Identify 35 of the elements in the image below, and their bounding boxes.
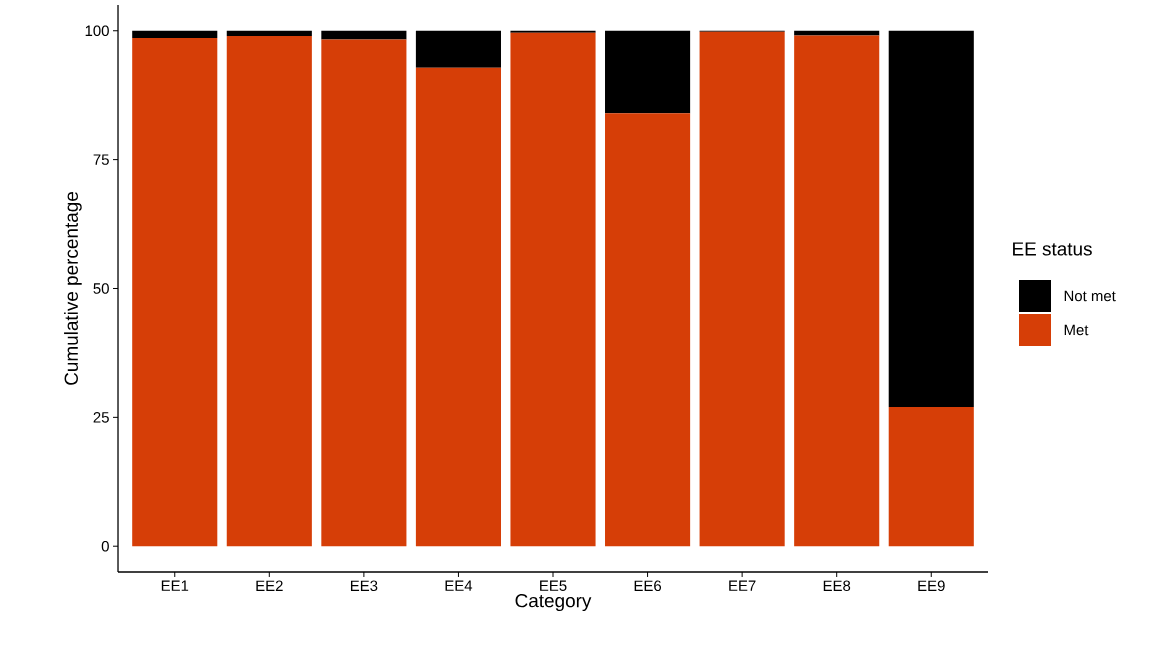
bar — [699, 31, 785, 547]
bar — [888, 407, 974, 547]
x-tick-label: EE2 — [256, 580, 283, 591]
x-tick-label: EE4 — [445, 580, 473, 591]
y-tick-label: 0 — [101, 540, 109, 552]
x-tick-label: EE1 — [161, 580, 189, 591]
y-tick-label: 75 — [93, 154, 109, 165]
bar — [794, 35, 880, 547]
bar — [132, 37, 218, 547]
bar — [888, 30, 974, 408]
legend-label: Met — [1064, 324, 1089, 336]
bar — [605, 30, 691, 114]
x-tick-label: EE6 — [634, 580, 662, 592]
bar — [415, 67, 501, 547]
y-tick-label: 25 — [93, 412, 109, 423]
x-tick-label: EE9 — [918, 580, 945, 592]
legend-title: EE status — [1013, 242, 1092, 256]
y-tick-label: 50 — [93, 283, 109, 294]
bar — [321, 30, 407, 40]
x-tick-label: EE8 — [823, 580, 851, 592]
bar — [132, 30, 218, 38]
y-axis-title: Cumulative percentage — [64, 192, 82, 385]
bar — [226, 35, 312, 547]
bar — [321, 39, 407, 547]
legend-label: Not met — [1064, 290, 1116, 302]
bar — [510, 30, 596, 33]
x-tick-label: EE7 — [729, 580, 756, 591]
bar — [226, 30, 312, 36]
x-tick-label: EE3 — [350, 580, 378, 592]
x-tick-label: EE5 — [540, 580, 567, 591]
x-axis-title: Category — [515, 593, 592, 612]
bar — [605, 113, 691, 547]
y-tick-label: 100 — [85, 25, 109, 37]
bar — [510, 32, 596, 547]
bar — [415, 30, 501, 68]
